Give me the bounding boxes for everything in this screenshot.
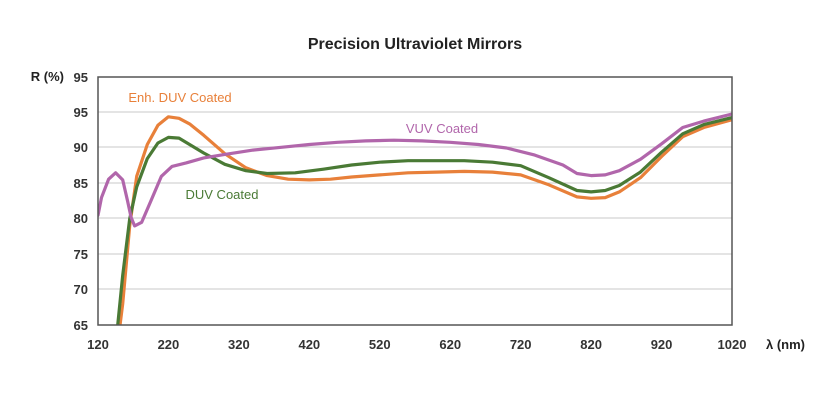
x-tick-label: 920 (651, 337, 673, 352)
x-tick-label: 820 (580, 337, 602, 352)
plot-frame (97, 76, 733, 326)
grid-lines (98, 111, 732, 290)
x-tick-label: 420 (298, 337, 320, 352)
y-tick-label: 65 (74, 318, 88, 333)
y-tick-label: 75 (74, 247, 88, 262)
series-label-2: VUV Coated (406, 121, 478, 136)
series-label-1: DUV Coated (186, 187, 259, 202)
chart-title: Precision Ultraviolet Mirrors (308, 36, 522, 53)
y-tick-label: 80 (74, 211, 88, 226)
x-tick-label: 520 (369, 337, 391, 352)
series-label-0: Enh. DUV Coated (128, 90, 231, 105)
x-axis-label: λ (nm) (766, 337, 805, 352)
series-line-2 (98, 112, 732, 228)
y-tick-label: 90 (74, 140, 88, 155)
series-lines (98, 112, 732, 325)
x-tick-labels: 120 220 320 420 520 620 720 820 920 1020 (87, 337, 746, 352)
series-labels: Enh. DUV Coated DUV Coated VUV Coated (128, 90, 478, 202)
y-tick-labels: 95 95 90 85 80 75 70 65 (74, 70, 88, 333)
series-line-1 (116, 116, 732, 325)
y-tick-label: 95 (74, 70, 88, 85)
y-tick-label: 70 (74, 282, 88, 297)
x-tick-label: 1020 (718, 337, 747, 352)
x-tick-label: 320 (228, 337, 250, 352)
x-tick-label: 120 (87, 337, 109, 352)
y-tick-label: 95 (74, 105, 88, 120)
y-axis-label: R (%) (31, 69, 64, 84)
series-line-0 (118, 115, 732, 325)
x-tick-label: 620 (439, 337, 461, 352)
y-tick-label: 85 (74, 176, 88, 191)
x-tick-label: 220 (158, 337, 180, 352)
x-tick-label: 720 (510, 337, 532, 352)
